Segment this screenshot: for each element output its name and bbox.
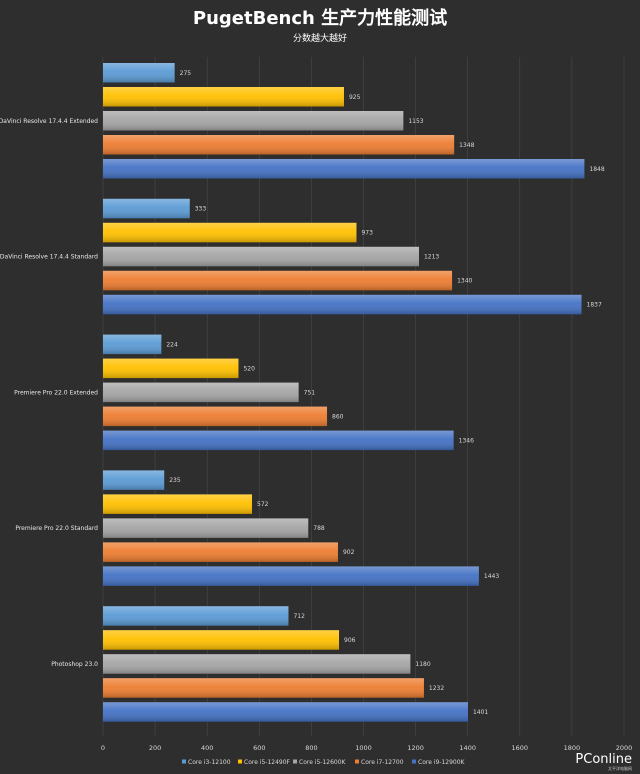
legend-swatch [412, 759, 416, 764]
category-label: Premiere Pro 22.0 Extended [14, 389, 98, 396]
watermark-subtitle: 太平洋电脑网 [608, 765, 632, 771]
category-label: Premiere Pro 22.0 Standard [15, 525, 98, 532]
bar-shading [103, 358, 239, 379]
bar-shading [103, 702, 468, 722]
legend-label: Core i7-12700 [361, 759, 404, 766]
bar-value-label: 1348 [459, 142, 474, 149]
chart-subtitle: 分数越大越好 [293, 32, 347, 44]
legend-label: Core i3-12100 [188, 759, 231, 766]
bar-shading [103, 542, 338, 562]
legend: Core i3-12100 Core i5-12490F Core i5-12600… [182, 759, 466, 766]
legend-label: Core i5-12490F [244, 759, 291, 766]
bar-shading [103, 430, 454, 451]
x-tick-label: 0 [101, 744, 105, 752]
bar-value-label: 902 [343, 549, 355, 556]
x-tick-label: 400 [201, 744, 213, 752]
bar-value-label: 275 [180, 70, 192, 77]
bar-value-label: 235 [169, 477, 181, 484]
bar-shading [103, 494, 253, 514]
bar-shading [103, 470, 165, 490]
bar-value-label: 572 [257, 501, 269, 508]
category-labels: DaVinci Resolve 17.4.4 Extended DaVinci R… [0, 118, 98, 668]
bar-shading [103, 63, 175, 83]
bars: 275 925 1153 1348 1848 333 973 1213 1340 1837 224 5… [103, 63, 605, 722]
x-tick-label: 800 [305, 744, 317, 752]
bar-shading [103, 406, 328, 427]
legend-swatch [355, 759, 359, 764]
watermark: PConline 太平洋电脑网 [575, 752, 632, 771]
bar-value-label: 1213 [424, 254, 439, 261]
bar-shading [103, 294, 582, 315]
bar-shading [103, 246, 419, 267]
bar-value-label: 712 [293, 613, 305, 620]
x-tick-label: 600 [253, 744, 265, 752]
x-tick-label: 1200 [407, 744, 424, 752]
legend-swatch [238, 759, 242, 764]
bar-value-label: 224 [166, 341, 178, 348]
category-label: DaVinci Resolve 17.4.4 Standard [0, 254, 98, 261]
x-tick-label: 1400 [459, 744, 476, 752]
bar-shading [103, 159, 585, 179]
x-tick-label: 1800 [564, 744, 581, 752]
bar-shading [103, 87, 344, 107]
bar-value-label: 1837 [587, 302, 602, 309]
category-label: Photoshop 23.0 [51, 661, 98, 668]
x-tick-label: 1600 [512, 744, 529, 752]
bar-shading [103, 135, 455, 155]
bar-shading [103, 654, 411, 674]
legend-label: Core i5-12600K [299, 759, 347, 766]
bar-value-label: 520 [243, 365, 255, 372]
bar-value-label: 1180 [415, 661, 430, 668]
bar-shading [103, 334, 162, 355]
bar-value-label: 906 [344, 637, 356, 644]
x-tick-label: 1000 [355, 744, 372, 752]
x-tick-label: 2000 [616, 744, 633, 752]
bar-value-label: 1153 [408, 118, 423, 125]
bar-shading [103, 566, 479, 586]
bar-value-label: 333 [195, 206, 207, 213]
bar-value-label: 1443 [484, 573, 499, 580]
bar-shading [103, 111, 404, 131]
bar-shading [103, 222, 357, 243]
bar-shading [103, 606, 289, 626]
bar-value-label: 751 [304, 389, 316, 396]
bar-value-label: 1340 [457, 278, 472, 285]
legend-swatch [182, 759, 186, 764]
category-label: DaVinci Resolve 17.4.4 Extended [0, 118, 98, 125]
bar-shading [103, 198, 190, 219]
legend-swatch [293, 759, 297, 764]
x-tick-label: 200 [149, 744, 161, 752]
chart-title: PugetBench 生产力性能测试 [193, 7, 447, 29]
legend-label: Core i9-12900K [418, 759, 466, 766]
bar-value-label: 1401 [473, 709, 488, 716]
bar-value-label: 925 [349, 94, 361, 101]
bar-shading [103, 630, 340, 650]
watermark-logo: PConline [575, 752, 632, 767]
bar-value-label: 1232 [429, 685, 444, 692]
bar-shading [103, 518, 309, 538]
bar-shading [103, 382, 299, 403]
bar-value-label: 788 [313, 525, 325, 532]
bar-value-label: 860 [332, 413, 344, 420]
bar-value-label: 973 [361, 230, 373, 237]
bar-shading [103, 678, 424, 698]
x-axis-ticks: 0 200 400 600 800 1000 1200 1400 1600 1800 2000 [101, 744, 632, 752]
bar-value-label: 1848 [589, 166, 604, 173]
bar-value-label: 1346 [459, 437, 474, 444]
bar-shading [103, 270, 453, 291]
